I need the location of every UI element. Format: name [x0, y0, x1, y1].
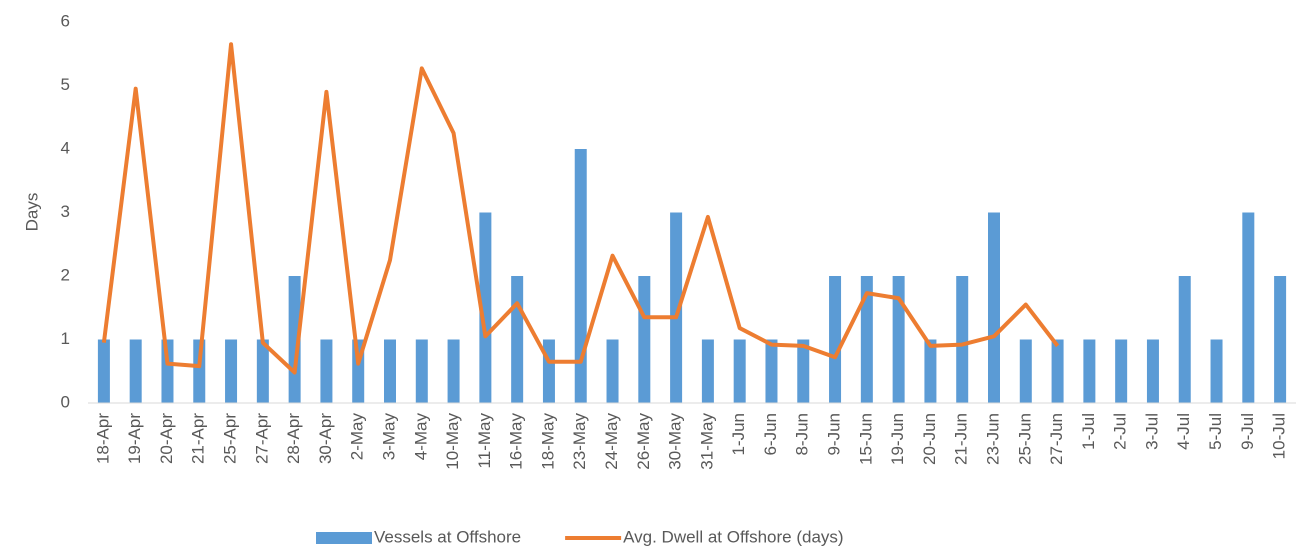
x-tick-label: 28-Apr	[284, 413, 303, 464]
bar	[225, 339, 238, 403]
x-tick-label: 8-Jun	[793, 413, 812, 456]
x-tick-label: 26-May	[634, 413, 653, 470]
bar	[1146, 339, 1159, 403]
bar	[1051, 339, 1064, 403]
y-tick-label: 2	[61, 265, 70, 284]
y-axis-label: Days	[22, 193, 41, 232]
x-tick-label: 10-May	[443, 413, 462, 470]
y-tick-label: 6	[61, 11, 70, 30]
x-tick-label: 25-Apr	[221, 413, 240, 464]
x-tick-label: 3-Jul	[1142, 413, 1161, 450]
x-tick-label: 2-May	[348, 413, 367, 461]
x-tick-label: 23-May	[570, 413, 589, 470]
x-tick-label: 9-Jun	[825, 413, 844, 456]
bar	[97, 339, 110, 403]
x-tick-label: 4-Jul	[1174, 413, 1193, 450]
bar	[606, 339, 619, 403]
bar	[765, 339, 778, 403]
x-tick-label: 19-Apr	[125, 413, 144, 464]
x-tick-label: 2-Jul	[1111, 413, 1130, 450]
legend-label: Vessels at Offshore	[374, 527, 521, 546]
y-tick-label: 3	[61, 202, 70, 221]
y-tick-label: 4	[61, 138, 70, 157]
bar	[924, 339, 937, 403]
x-tick-label: 3-May	[379, 413, 398, 461]
x-tick-label: 30-Apr	[316, 413, 335, 464]
bar	[797, 339, 810, 403]
x-tick-label: 4-May	[411, 413, 430, 461]
bar	[129, 339, 142, 403]
x-tick-label: 20-Apr	[157, 413, 176, 464]
x-tick-label: 1-Jul	[1079, 413, 1098, 450]
bar	[1274, 276, 1287, 403]
bar	[1242, 212, 1255, 403]
y-tick-label: 0	[61, 392, 70, 411]
x-tick-label: 10-Jul	[1270, 413, 1289, 459]
x-tick-label: 27-Jun	[1047, 413, 1066, 465]
bar	[415, 339, 428, 403]
bar	[384, 339, 396, 403]
bar	[670, 212, 683, 403]
bar	[511, 276, 524, 403]
bar	[1210, 339, 1223, 403]
x-tick-label: 20-Jun	[920, 413, 939, 465]
bar	[701, 339, 714, 403]
x-tick-label: 15-Jun	[856, 413, 875, 465]
x-tick-label: 5-Jul	[1206, 413, 1225, 450]
legend-label: Avg. Dwell at Offshore (days)	[623, 527, 843, 546]
line	[101, 42, 1060, 375]
y-tick-label: 1	[61, 329, 70, 348]
bar	[479, 212, 492, 403]
x-tick-label: 6-Jun	[761, 413, 780, 456]
bar	[256, 339, 269, 403]
x-tick-label: 18-Apr	[93, 413, 112, 464]
bar	[1115, 339, 1128, 403]
bar	[1178, 276, 1191, 403]
bar	[892, 276, 905, 403]
x-tick-label: 25-Jun	[1015, 413, 1034, 465]
x-tick-label: 18-May	[538, 413, 557, 470]
bar	[161, 339, 174, 403]
bar	[860, 276, 873, 403]
x-tick-label: 21-Jun	[952, 413, 971, 465]
bar	[638, 276, 651, 403]
x-tick-label: 11-May	[475, 413, 494, 469]
bar	[829, 276, 842, 403]
bar	[733, 339, 746, 403]
bar	[542, 339, 555, 403]
bar	[574, 149, 587, 403]
y-tick-label: 5	[61, 75, 70, 94]
x-tick-label: 21-Apr	[189, 413, 208, 464]
x-tick-label: 24-May	[602, 413, 621, 470]
x-tick-label: 9-Jul	[1238, 413, 1257, 450]
x-tick-label: 16-May	[507, 413, 526, 470]
x-tick-label: 23-Jun	[983, 413, 1002, 465]
x-tick-label: 19-Jun	[888, 413, 907, 465]
bar	[1083, 339, 1096, 403]
x-tick-label: 1-Jun	[729, 413, 748, 456]
bar	[320, 339, 333, 403]
bar	[1019, 339, 1032, 403]
bar	[988, 212, 1000, 403]
bar	[956, 276, 969, 403]
bar	[447, 339, 460, 403]
x-tick-label: 30-May	[666, 413, 685, 470]
x-tick-label: 27-Apr	[252, 413, 271, 464]
x-tick-label: 31-May	[697, 413, 716, 470]
legend-swatch	[316, 532, 372, 544]
